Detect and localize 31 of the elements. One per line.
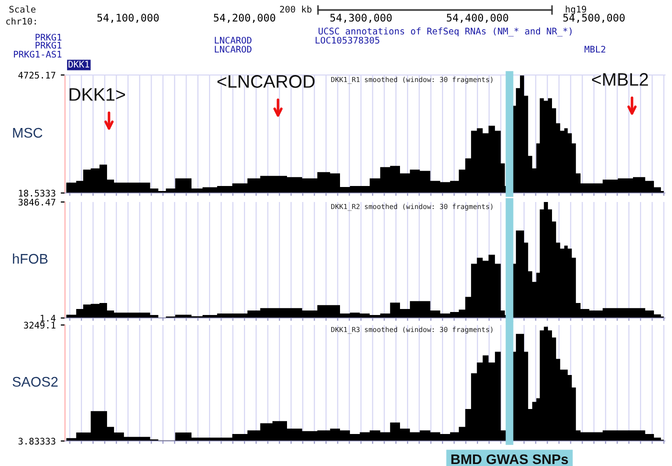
- text: UCSC annotations of RefSeq RNAs (NM_* and NR_*): [318, 28, 572, 36]
- annotation: DKK1>: [70, 88, 125, 101]
- text: Scale: [9, 6, 36, 13]
- annotation: <MBL2: [592, 73, 648, 86]
- x-tick-label: 54,500,000: [563, 14, 625, 23]
- text: hg19: [566, 6, 586, 14]
- y-axis-title: hFOB: [12, 254, 48, 264]
- y-axis-title: SAOS2: [12, 376, 58, 387]
- text: DKK1: [68, 60, 90, 68]
- text: chr10:: [6, 18, 36, 25]
- x-tick-label: 54,100,000: [97, 14, 159, 23]
- text: PRKG1-AS1: [14, 50, 62, 58]
- x-tick-label: 54,400,000: [446, 14, 508, 23]
- x-tick-label: 54,200,000: [214, 14, 276, 23]
- text: MBL2: [584, 46, 606, 53]
- text: PRKG1: [36, 34, 62, 41]
- y-tick-label: 1.4: [40, 314, 56, 322]
- y-tick-label: 3846.47: [18, 198, 56, 206]
- text: PRKG1: [36, 42, 62, 49]
- text: 200 kb: [280, 6, 312, 13]
- y-tick-label: 18.5333: [19, 190, 56, 197]
- text: LNCAROD: [214, 46, 252, 53]
- y-tick-label: 3.83333: [18, 438, 56, 445]
- y-tick-label: 4725.17: [18, 72, 56, 79]
- text: LOC105378305: [316, 36, 380, 44]
- x-tick-label: 54,300,000: [330, 14, 392, 23]
- text: LNCAROD: [214, 36, 252, 44]
- y-tick-label: 3249.1: [24, 322, 56, 329]
- ref-line-label: BMD GWAS SNPs: [451, 454, 568, 464]
- annotation: <LNCAROD: [217, 75, 315, 88]
- y-axis-title: MSC: [13, 128, 42, 138]
